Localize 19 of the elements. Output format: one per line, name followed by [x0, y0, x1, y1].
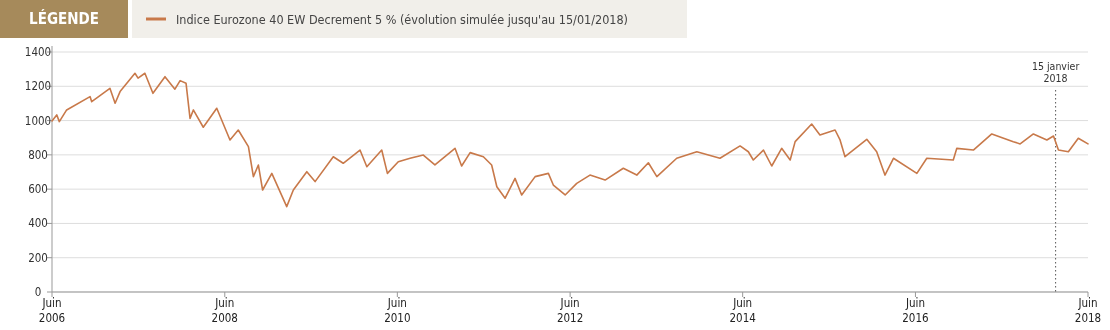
y-tick-label: 800 — [28, 147, 48, 162]
line-series — [51, 72, 1089, 208]
x-tick-label: Juin 2018 — [1074, 296, 1102, 325]
y-tick-label: 1200 — [24, 79, 52, 94]
y-tick-label: 200 — [28, 250, 48, 265]
x-tick-label: Juin 2006 — [38, 296, 66, 325]
x-tick-label: Juin 2010 — [384, 296, 411, 325]
legend-title: LÉGENDE — [29, 9, 99, 28]
legend-label: Indice Eurozone 40 EW Decrement 5 % (évolution simulée jusqu'au 15/01/2018) — [176, 12, 628, 27]
x-tick-label: Juin 2008 — [211, 296, 238, 325]
y-tick-label: 600 — [28, 182, 48, 197]
ref-line-label: 15 janvier 2018 — [1031, 60, 1080, 84]
x-tick-label: Juin 2012 — [556, 296, 584, 325]
y-tick-label: 0 — [34, 285, 42, 299]
x-tick-label: Juin 2016 — [902, 296, 929, 325]
y-tick-label: 1000 — [24, 113, 52, 128]
x-tick-label: Juin 2014 — [729, 296, 756, 325]
y-tick-label: 1400 — [24, 45, 52, 59]
y-tick-label: 400 — [28, 216, 48, 231]
